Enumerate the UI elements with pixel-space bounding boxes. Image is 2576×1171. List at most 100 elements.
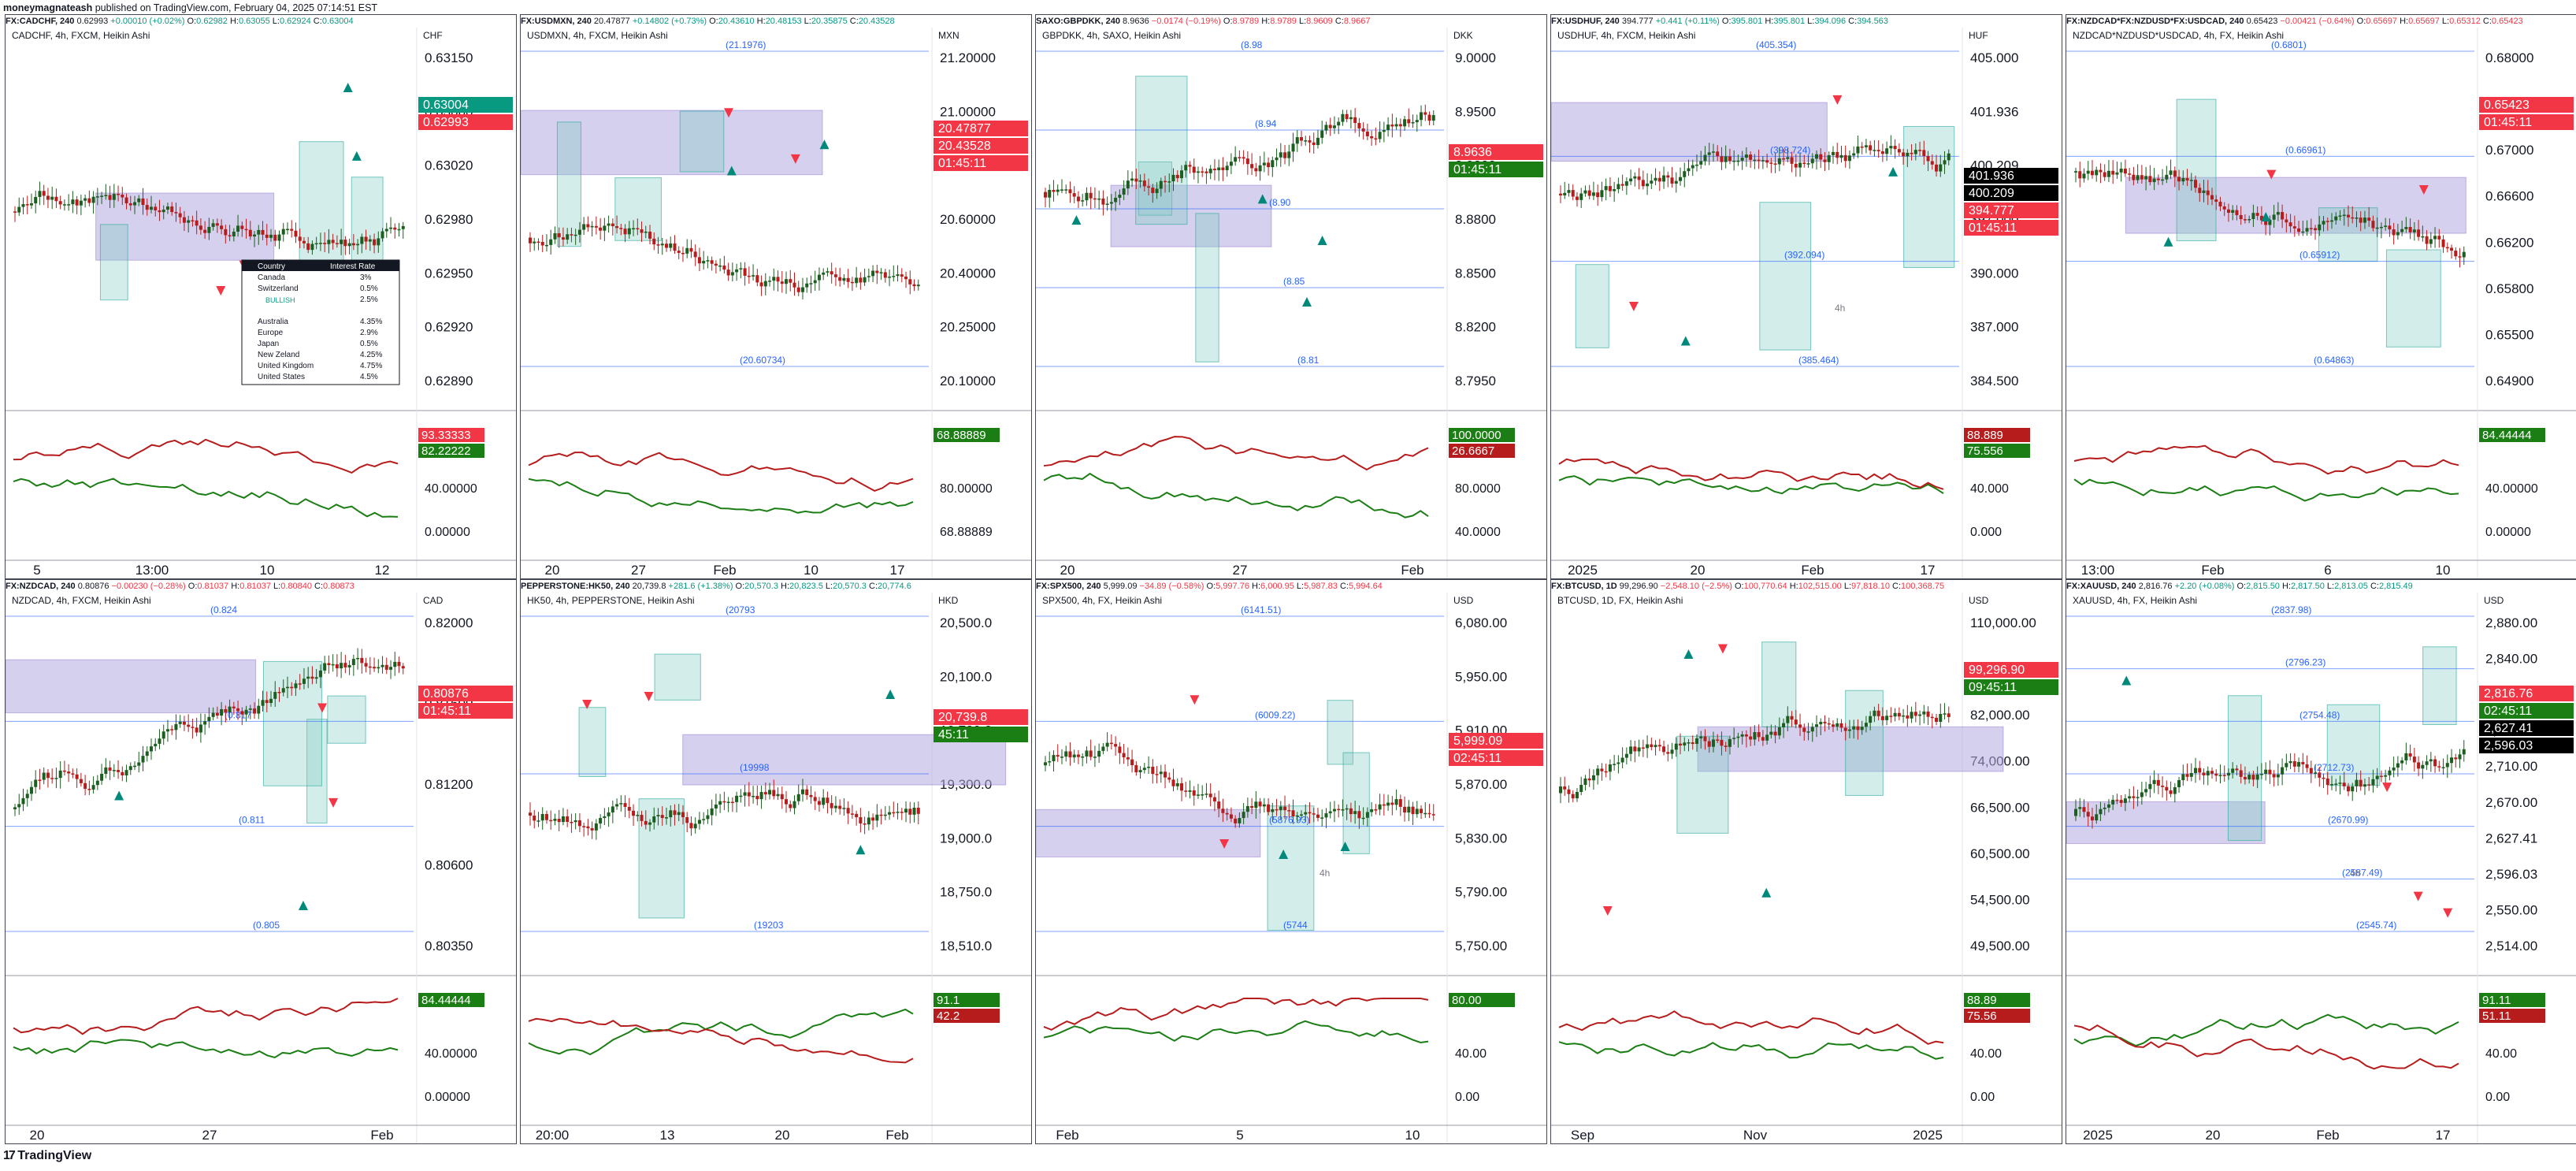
candle-body [603, 225, 607, 231]
chart-panel-btcusd[interactable]: FX:BTCUSD, 1D 99,296.90 −2,548.10 (−2.5%… [1550, 579, 2062, 1144]
candle-body [1864, 145, 1868, 147]
price-tick: 0.65500 [2485, 327, 2533, 342]
candle-body [1370, 809, 1374, 812]
chart-panel-gbpdkk[interactable]: SAXO:GBPDKK, 240 8.9636 −0.0174 (−0.19%)… [1035, 14, 1547, 579]
candle-body [1258, 165, 1262, 172]
candle-body [1171, 779, 1175, 786]
chart-canvas[interactable]: NZDCAD, 4h, FXCM, Heikin Ashi CAD 0.82000 0… [6, 593, 516, 1143]
candle-body [1275, 809, 1279, 811]
header-open: 0.62982 [196, 17, 228, 26]
candle-body [2396, 232, 2400, 236]
candle-body [2314, 228, 2318, 231]
candle-body [100, 773, 104, 781]
candle-body [566, 816, 570, 822]
oscillator-tick: 68.88889 [940, 526, 993, 539]
header-low: 2,813.05 [2334, 582, 2368, 591]
chart-canvas[interactable]: USDMXN, 4h, FXCM, Heikin Ashi MXN 21.20000… [521, 28, 1031, 578]
chart-panel-xauusd[interactable]: FX:XAUUSD, 240 2,816.76 +2.20 (+0.08%) O… [2066, 579, 2576, 1144]
candle-body [1885, 148, 1889, 154]
candle-body [1806, 731, 1810, 733]
candle-body [2297, 762, 2301, 767]
oscillator-tag [2479, 993, 2545, 1007]
candle-body [2074, 809, 2077, 816]
chart-legend: USDHUF, 4h, FXCM, Heikin Ashi [1557, 30, 1695, 41]
candle-body [2445, 763, 2449, 768]
chart-canvas[interactable]: HK50, 4h, PEPPERSTONE, Heikin Ashi HKD 20,… [521, 593, 1031, 1143]
candle-body [2268, 769, 2272, 775]
chart-canvas[interactable]: BTCUSD, 1D, FX, Heikin Ashi USD 110,000.00… [1551, 593, 2062, 1143]
candle-body [685, 816, 689, 823]
candle-body [1583, 190, 1587, 194]
publisher-text: published on TradingView.com, February 0… [92, 2, 378, 13]
chart-panel-spx500[interactable]: FX:SPX500, 240 5,999.09 −34.89 (−0.58%) … [1035, 579, 1547, 1144]
candle-body [2272, 214, 2276, 220]
oscillator-tag-text: 100.0000 [1452, 429, 1501, 442]
header-close: 8.9667 [1343, 17, 1371, 26]
candle-body [25, 794, 29, 798]
chart-panel-usdhuf[interactable]: FX:USDHUF, 240 394.777 +0.441 (+0.11%) O… [1550, 14, 2062, 579]
chart-canvas[interactable]: USDHUF, 4h, FXCM, Heikin Ashi HUF 405.000 4… [1551, 28, 2062, 578]
price-tick: 9.0000 [1455, 50, 1496, 65]
chart-canvas[interactable]: CADCHF, 4h, FXCM, Heikin Ashi CHF 0.63150 0… [6, 28, 516, 578]
candle-body [1345, 113, 1349, 120]
chart-panel-cadchf[interactable]: FX:CADCHF, 240 0.62993 +0.00010 (+0.02%)… [5, 14, 517, 579]
candle-body [1184, 790, 1188, 792]
candle-body [656, 244, 660, 246]
oscillator-red-line [528, 1017, 914, 1064]
fib-level-label: (2587.49) [2342, 867, 2382, 878]
chart-canvas[interactable]: XAUUSD, 4h, FX, Heikin Ashi USD 2,880.00 2,… [2066, 593, 2576, 1143]
chart-panel-hk50[interactable]: PEPPERSTONE:HK50, 240 20,739.8 +281.6 (+… [520, 579, 1032, 1144]
chart-panel-usdmxn[interactable]: FX:USDMXN, 240 20.47877 +0.14802 (+0.73%… [520, 14, 1032, 579]
header-quote: 0.62993 [76, 17, 109, 26]
supply-demand-zone [682, 734, 1007, 786]
oscillator-tag-text: 51.11 [2482, 1009, 2511, 1023]
candle-body [2330, 220, 2334, 222]
candle-body [1192, 166, 1196, 173]
candle-body [21, 204, 25, 207]
chart-panel-nzdcad_comp[interactable]: FX:NZDCAD*FX:NZDUSD*FX:USDCAD, 240 0.654… [2066, 14, 2576, 579]
candle-body [1918, 150, 1922, 151]
candle-body [1105, 203, 1109, 205]
chart-panel-nzdcad[interactable]: FX:NZDCAD, 240 0.80876 −0.00230 (−0.28%)… [5, 579, 517, 1144]
candle-body [1130, 178, 1134, 181]
table-row-rate: 4.35% [360, 318, 382, 326]
candle-body [2156, 178, 2160, 180]
timeframe-label: 4h [1835, 303, 1845, 314]
chart-canvas[interactable]: GBPDKK, 4h, SAXO, Heikin Ashi DKK 9.0000 8.… [1036, 28, 1546, 578]
price-tag [1449, 733, 1543, 749]
candle-body [648, 231, 652, 239]
candle-body [13, 807, 17, 809]
buy-signal-icon [2163, 236, 2173, 247]
candle-body [121, 771, 124, 775]
chart-canvas[interactable]: SPX500, 4h, FX, Heikin Ashi USD 6,080.00 5,… [1036, 593, 1546, 1143]
oscillator-tick: 40.00 [2485, 1047, 2517, 1061]
price-tick: 110,000.00 [1970, 615, 2036, 630]
candle-body [2132, 796, 2136, 798]
chart-canvas[interactable]: NZDCAD*NZDUSD*USDCAD, 4h, FX, Heikin Ash… [2066, 28, 2576, 578]
candle-body [681, 252, 685, 255]
fib-level-label: (5876.93) [1269, 815, 1309, 826]
candle-body [1786, 157, 1790, 159]
candle-body [1910, 712, 1913, 719]
candle-body [1427, 114, 1431, 121]
candle-body [2421, 236, 2425, 238]
candle-body [1699, 161, 1703, 165]
price-tag [2479, 720, 2574, 736]
candle-body [1707, 741, 1711, 747]
candle-body [763, 792, 767, 795]
candle-body [1839, 723, 1843, 728]
candle-body [1777, 158, 1781, 165]
candle-body [669, 243, 673, 248]
candle-body [2392, 768, 2396, 771]
supply-demand-zone [6, 659, 257, 714]
candle-body [1056, 189, 1060, 192]
candle-body [826, 271, 830, 273]
candle-body [1407, 119, 1411, 124]
candle-body [253, 708, 257, 714]
candle-body [2301, 231, 2305, 233]
candle-body [1324, 125, 1328, 131]
candle-body [1637, 747, 1641, 752]
candle-body [2086, 812, 2090, 817]
candle-body [133, 765, 137, 768]
chart-legend: GBPDKK, 4h, SAXO, Heikin Ashi [1042, 30, 1181, 41]
